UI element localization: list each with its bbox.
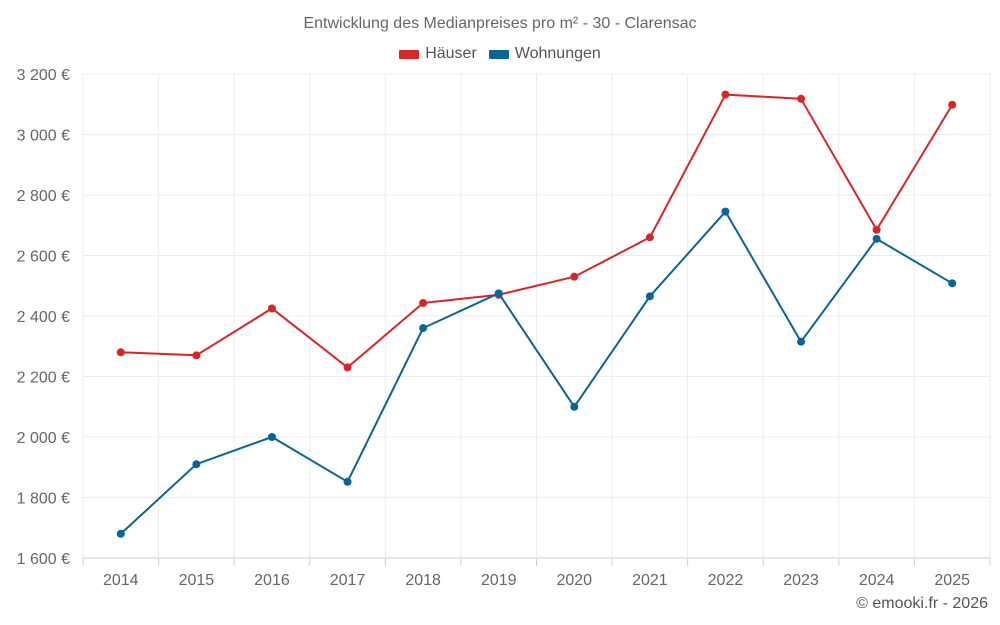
x-tick-label: 2022	[708, 572, 744, 589]
legend-item-haeuser[interactable]: Häuser	[399, 45, 477, 63]
data-point-wohnungen-2015	[192, 460, 201, 469]
data-point-wohnungen-2022	[721, 207, 730, 216]
data-point-wohnungen-2023	[797, 337, 806, 346]
series-line-wohnungen	[120, 210, 953, 535]
legend-item-wohnungen[interactable]: Wohnungen	[488, 45, 601, 63]
x-tick-label: 2016	[254, 572, 290, 589]
series-line-haeuser	[120, 93, 954, 369]
data-point-haeuser-2020	[570, 272, 579, 281]
legend-swatch-haeuser	[399, 49, 420, 59]
y-tick-label: 1 800 €	[17, 491, 70, 508]
data-point-haeuser-2025	[948, 100, 957, 109]
data-point-wohnungen-2024	[872, 234, 881, 243]
y-tick-label: 3 000 €	[17, 128, 70, 145]
y-tick-label: 2 800 €	[17, 188, 70, 205]
x-tick-label: 2015	[179, 572, 215, 589]
data-point-haeuser-2017	[343, 363, 352, 372]
data-point-haeuser-2015	[192, 351, 201, 360]
data-point-haeuser-2018	[419, 298, 428, 307]
y-tick-label: 2 000 €	[17, 430, 70, 447]
data-point-wohnungen-2018	[419, 324, 428, 333]
legend-swatch-wohnungen	[488, 49, 509, 59]
y-tick-label: 1 600 €	[17, 551, 70, 568]
x-tick-label: 2024	[859, 572, 895, 589]
x-tick-label: 2025	[934, 572, 970, 589]
chart-title: Entwicklung des Medianpreises pro m² - 3…	[303, 15, 697, 32]
y-tick-label: 2 400 €	[17, 309, 70, 326]
data-point-haeuser-2014	[116, 348, 125, 357]
x-tick-label: 2021	[632, 572, 668, 589]
data-point-haeuser-2024	[872, 225, 881, 234]
legend-label-haeuser: Häuser	[425, 45, 477, 62]
x-tick-label: 2023	[783, 572, 819, 589]
y-tick-label: 2 600 €	[17, 249, 70, 266]
x-tick-label: 2014	[103, 572, 139, 589]
data-point-wohnungen-2017	[343, 477, 352, 486]
data-point-wohnungen-2025	[948, 279, 957, 288]
data-point-haeuser-2022	[721, 90, 730, 99]
x-tick-label: 2018	[405, 572, 441, 589]
y-tick-label: 2 200 €	[17, 370, 70, 387]
legend: Häuser Wohnungen	[0, 45, 1000, 63]
legend-label-wohnungen: Wohnungen	[514, 45, 601, 62]
data-point-wohnungen-2020	[570, 402, 579, 411]
x-tick-label: 2020	[556, 572, 592, 589]
data-point-wohnungen-2016	[267, 433, 276, 441]
x-tick-label: 2017	[330, 572, 366, 589]
y-tick-label: 3 200 €	[17, 67, 70, 84]
data-point-haeuser-2021	[645, 233, 654, 242]
data-point-wohnungen-2021	[645, 292, 654, 301]
credit: © emooki.fr - 2026	[856, 595, 988, 612]
x-tick-label: 2019	[481, 572, 517, 589]
data-point-haeuser-2016	[267, 304, 276, 313]
data-point-wohnungen-2019	[494, 289, 503, 298]
data-point-haeuser-2023	[797, 94, 806, 103]
data-point-wohnungen-2014	[116, 529, 125, 538]
